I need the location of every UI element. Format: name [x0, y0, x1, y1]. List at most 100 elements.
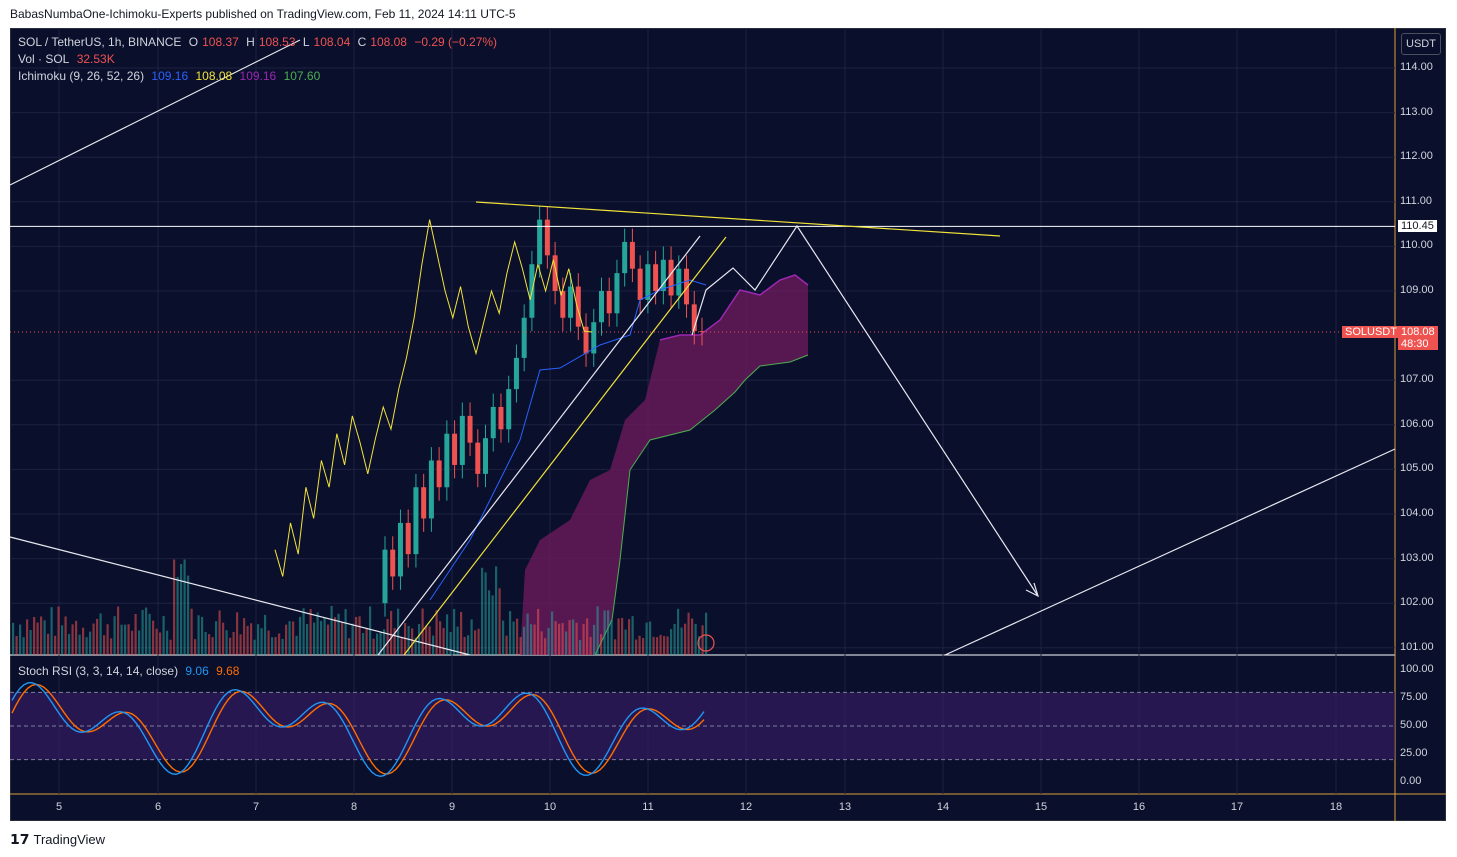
volume-bar	[386, 619, 389, 655]
volume-bar	[701, 625, 704, 655]
volume-bar	[75, 620, 78, 655]
volume-bar	[306, 623, 309, 655]
volume-bar	[302, 608, 305, 655]
price-tick-label: 104.00	[1400, 507, 1434, 519]
volume-bar	[498, 588, 501, 655]
volume-bar	[593, 624, 596, 655]
candle-body	[413, 487, 419, 555]
candle-body	[452, 433, 458, 465]
senkou-span-a	[659, 274, 809, 341]
volume-bar	[519, 636, 522, 655]
candle-body	[405, 522, 411, 555]
volume-bar	[540, 631, 543, 655]
candle-body	[691, 304, 697, 332]
stoch-tick-label: 0.00	[1400, 775, 1422, 787]
volume-bar	[134, 613, 137, 655]
volume-bar	[250, 623, 253, 655]
volume-bar	[607, 610, 610, 655]
volume-bar	[642, 638, 645, 655]
volume-bar	[33, 616, 36, 655]
volume-bar	[638, 635, 641, 655]
volume-bar	[316, 612, 319, 655]
volume-bar	[106, 624, 109, 655]
volume-bar	[600, 634, 603, 655]
low-value: 108.04	[313, 35, 351, 49]
volume-bar	[554, 621, 557, 655]
volume-bar	[362, 632, 365, 655]
volume-bar	[71, 624, 74, 655]
projection-arrowhead	[1025, 582, 1039, 598]
stoch-label[interactable]: Stoch RSI (3, 3, 14, 14, close)	[18, 664, 179, 678]
stoch-k-value: 9.06	[185, 664, 209, 678]
candle-body	[467, 415, 473, 443]
last-price-label: 108.08 48:30	[1398, 326, 1438, 350]
volume-bar	[155, 628, 158, 655]
stoch-rsi-pane	[10, 681, 1395, 778]
symbol-name[interactable]: SOL / TetherUS, 1h, BINANCE	[18, 35, 182, 49]
volume-bar	[183, 559, 186, 655]
symbol-tag: SOLUSDT	[1342, 326, 1400, 338]
volume-bar	[348, 638, 351, 655]
volume-bar	[365, 628, 368, 655]
candle-body	[591, 322, 597, 354]
publisher-header: BabasNumbaOne-Ichimoku-Experts published…	[10, 7, 516, 21]
ichimoku-label[interactable]: Ichimoku (9, 26, 52, 26)	[18, 69, 145, 83]
currency-button[interactable]: USDT	[1401, 33, 1441, 55]
candle-body	[629, 241, 635, 269]
candle-body	[568, 286, 574, 318]
volume-bar	[677, 608, 680, 655]
volume-bar	[309, 608, 312, 655]
volume-label[interactable]: Vol · SOL	[18, 52, 70, 66]
volume-bar	[131, 630, 134, 655]
volume-bar	[505, 635, 508, 655]
volume-bar	[22, 637, 25, 655]
volume-bar	[201, 616, 204, 655]
volume-bar	[295, 635, 298, 655]
volume-bar	[327, 624, 330, 655]
volume-bar	[467, 635, 470, 655]
volume-bar	[579, 639, 582, 655]
candle-body	[537, 219, 543, 265]
volume-bar	[257, 624, 260, 655]
volume-bar	[190, 608, 193, 655]
candlesticks	[382, 206, 705, 617]
volume-bar	[635, 639, 638, 655]
volume-value: 32.53K	[76, 52, 115, 66]
time-tick-label: 5	[55, 801, 63, 813]
change-value: −0.29 (−0.27%)	[414, 35, 498, 49]
volume-bar	[344, 609, 347, 655]
candle-body	[521, 317, 527, 358]
volume-bar	[418, 624, 421, 655]
volume-bar	[145, 607, 148, 655]
volume-bar	[488, 590, 491, 655]
footer-brand[interactable]: 𝟭𝟳 TradingView	[10, 831, 105, 848]
volume-bar	[659, 634, 662, 655]
drawn-trendlines	[9, 39, 1396, 656]
open-value: 108.37	[202, 35, 239, 49]
volume-bar	[537, 608, 540, 655]
kijun-sen	[429, 279, 707, 601]
candle-body	[637, 268, 643, 300]
volume-bar	[673, 623, 676, 655]
volume-bar	[194, 639, 197, 655]
volume-bar	[621, 617, 624, 655]
volume-bar	[369, 606, 372, 655]
high-value: 108.53	[258, 35, 296, 49]
volume-bar	[148, 613, 151, 655]
volume-bar	[173, 559, 176, 655]
brand-name: TradingView	[33, 832, 106, 847]
volume-bar	[446, 614, 449, 655]
stoch-k-line	[11, 681, 705, 778]
volume-bar	[470, 619, 473, 655]
stoch-tick-label: 100.00	[1400, 663, 1434, 675]
volume-bar	[523, 626, 526, 655]
volume-bar	[215, 621, 218, 655]
candle-body	[428, 460, 434, 519]
volume-bar	[26, 619, 29, 655]
volume-bar	[705, 612, 708, 655]
volume-bar	[589, 636, 592, 655]
volume-bar	[50, 607, 53, 655]
volume-bar	[383, 629, 386, 655]
price-tick-label: 103.00	[1400, 551, 1434, 564]
